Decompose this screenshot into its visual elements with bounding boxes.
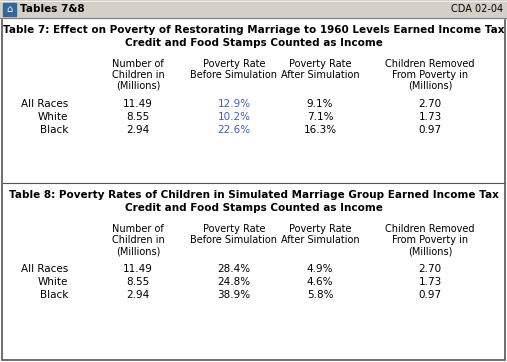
Text: 7.1%: 7.1%	[307, 112, 333, 122]
Text: White: White	[38, 277, 68, 287]
Text: 2.94: 2.94	[126, 125, 150, 135]
Text: Credit and Food Stamps Counted as Income: Credit and Food Stamps Counted as Income	[125, 203, 382, 213]
Text: 10.2%: 10.2%	[218, 112, 250, 122]
Text: 2.70: 2.70	[418, 99, 442, 109]
Text: From Poverty in: From Poverty in	[392, 235, 468, 245]
Text: 4.6%: 4.6%	[307, 277, 333, 287]
Text: 38.9%: 38.9%	[218, 290, 250, 300]
Text: Black: Black	[40, 290, 68, 300]
Text: Tables 7&8: Tables 7&8	[20, 4, 85, 14]
Text: (Millions): (Millions)	[408, 246, 452, 256]
Bar	[3, 3, 16, 16]
Text: Children in: Children in	[112, 70, 164, 80]
Text: Poverty Rate: Poverty Rate	[203, 224, 265, 234]
Text: 24.8%: 24.8%	[218, 277, 250, 287]
Text: Poverty Rate: Poverty Rate	[203, 59, 265, 69]
Text: 16.3%: 16.3%	[303, 125, 337, 135]
Text: 1.73: 1.73	[418, 277, 442, 287]
Text: After Simulation: After Simulation	[281, 70, 359, 80]
Text: Poverty Rate: Poverty Rate	[289, 224, 351, 234]
Text: CDA 02-04: CDA 02-04	[451, 4, 503, 14]
Text: 2.70: 2.70	[418, 264, 442, 274]
Text: Children Removed: Children Removed	[385, 59, 475, 69]
Text: 8.55: 8.55	[126, 112, 150, 122]
Text: 8.55: 8.55	[126, 277, 150, 287]
Text: Poverty Rate: Poverty Rate	[289, 59, 351, 69]
Text: Number of: Number of	[112, 59, 164, 69]
Text: 2.94: 2.94	[126, 290, 150, 300]
Text: 12.9%: 12.9%	[218, 99, 250, 109]
Bar	[0, 0, 507, 18]
Text: (Millions): (Millions)	[116, 81, 160, 91]
Text: After Simulation: After Simulation	[281, 235, 359, 245]
Text: Number of: Number of	[112, 224, 164, 234]
Text: Children in: Children in	[112, 235, 164, 245]
Text: 11.49: 11.49	[123, 264, 153, 274]
Text: Before Simulation: Before Simulation	[191, 235, 277, 245]
Text: 22.6%: 22.6%	[218, 125, 250, 135]
Text: Table 8: Poverty Rates of Children in Simulated Marriage Group Earned Income Tax: Table 8: Poverty Rates of Children in Si…	[9, 190, 498, 200]
Text: Credit and Food Stamps Counted as Income: Credit and Food Stamps Counted as Income	[125, 38, 382, 48]
Text: All Races: All Races	[21, 99, 68, 109]
Text: 0.97: 0.97	[418, 290, 442, 300]
Text: Table 7: Effect on Poverty of Restorating Marriage to 1960 Levels Earned Income : Table 7: Effect on Poverty of Restoratin…	[3, 25, 504, 35]
Text: 4.9%: 4.9%	[307, 264, 333, 274]
Text: 11.49: 11.49	[123, 99, 153, 109]
Text: ⌂: ⌂	[7, 4, 13, 14]
Text: 28.4%: 28.4%	[218, 264, 250, 274]
Text: (Millions): (Millions)	[116, 246, 160, 256]
Text: 1.73: 1.73	[418, 112, 442, 122]
Text: Children Removed: Children Removed	[385, 224, 475, 234]
Text: Black: Black	[40, 125, 68, 135]
Text: From Poverty in: From Poverty in	[392, 70, 468, 80]
Text: (Millions): (Millions)	[408, 81, 452, 91]
Text: 9.1%: 9.1%	[307, 99, 333, 109]
Text: All Races: All Races	[21, 264, 68, 274]
Text: 5.8%: 5.8%	[307, 290, 333, 300]
Text: 0.97: 0.97	[418, 125, 442, 135]
Text: White: White	[38, 112, 68, 122]
Text: Before Simulation: Before Simulation	[191, 70, 277, 80]
